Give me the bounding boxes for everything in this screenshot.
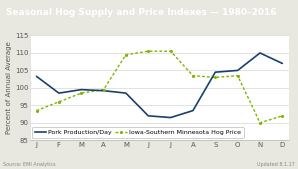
- Text: Seasonal Hog Supply and Price Indexes — 1980–2016: Seasonal Hog Supply and Price Indexes — …: [6, 8, 277, 17]
- Y-axis label: Percent of Annual Average: Percent of Annual Average: [6, 42, 12, 134]
- Text: Updated 8.1.17: Updated 8.1.17: [257, 162, 295, 167]
- Text: Source: EMI Analytics: Source: EMI Analytics: [3, 162, 56, 167]
- Legend: Pork Production/Day, Iowa-Southern Minnesota Hog Price: Pork Production/Day, Iowa-Southern Minne…: [32, 127, 244, 138]
